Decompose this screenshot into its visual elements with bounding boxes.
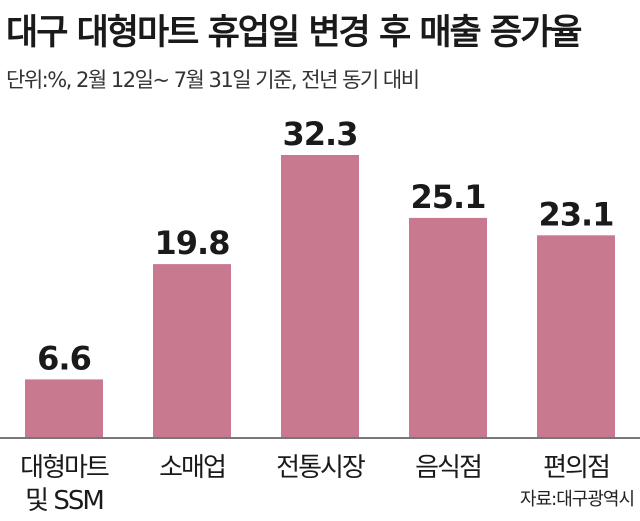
- bar-2: [281, 155, 359, 437]
- value-label-2: 32.3: [283, 115, 358, 153]
- category-label-1: 소매업: [159, 453, 225, 483]
- value-label-4: 23.1: [539, 195, 614, 233]
- source-note: 자료:대구광역시: [520, 489, 635, 510]
- category-label-4: 편의점: [543, 453, 609, 483]
- category-label-3: 음식점: [415, 453, 481, 483]
- value-label-3: 25.1: [411, 178, 486, 216]
- chart-title: 대구 대형마트 휴업일 변경 후 매출 증가율: [6, 13, 583, 53]
- category-label-0: 대형마트: [20, 453, 109, 483]
- bar-3: [409, 217, 487, 437]
- category-label-0: 및 SSM: [25, 486, 103, 516]
- chart-subtitle: 단위:%, 2월 12일~ 7월 31일 기준, 전년 동기 대비: [6, 68, 420, 92]
- bar-0: [25, 379, 103, 437]
- category-label-2: 전통시장: [276, 453, 365, 483]
- value-label-1: 19.8: [155, 224, 230, 262]
- bar-1: [153, 264, 231, 437]
- bar-4: [537, 235, 615, 437]
- value-label-0: 6.6: [37, 339, 91, 377]
